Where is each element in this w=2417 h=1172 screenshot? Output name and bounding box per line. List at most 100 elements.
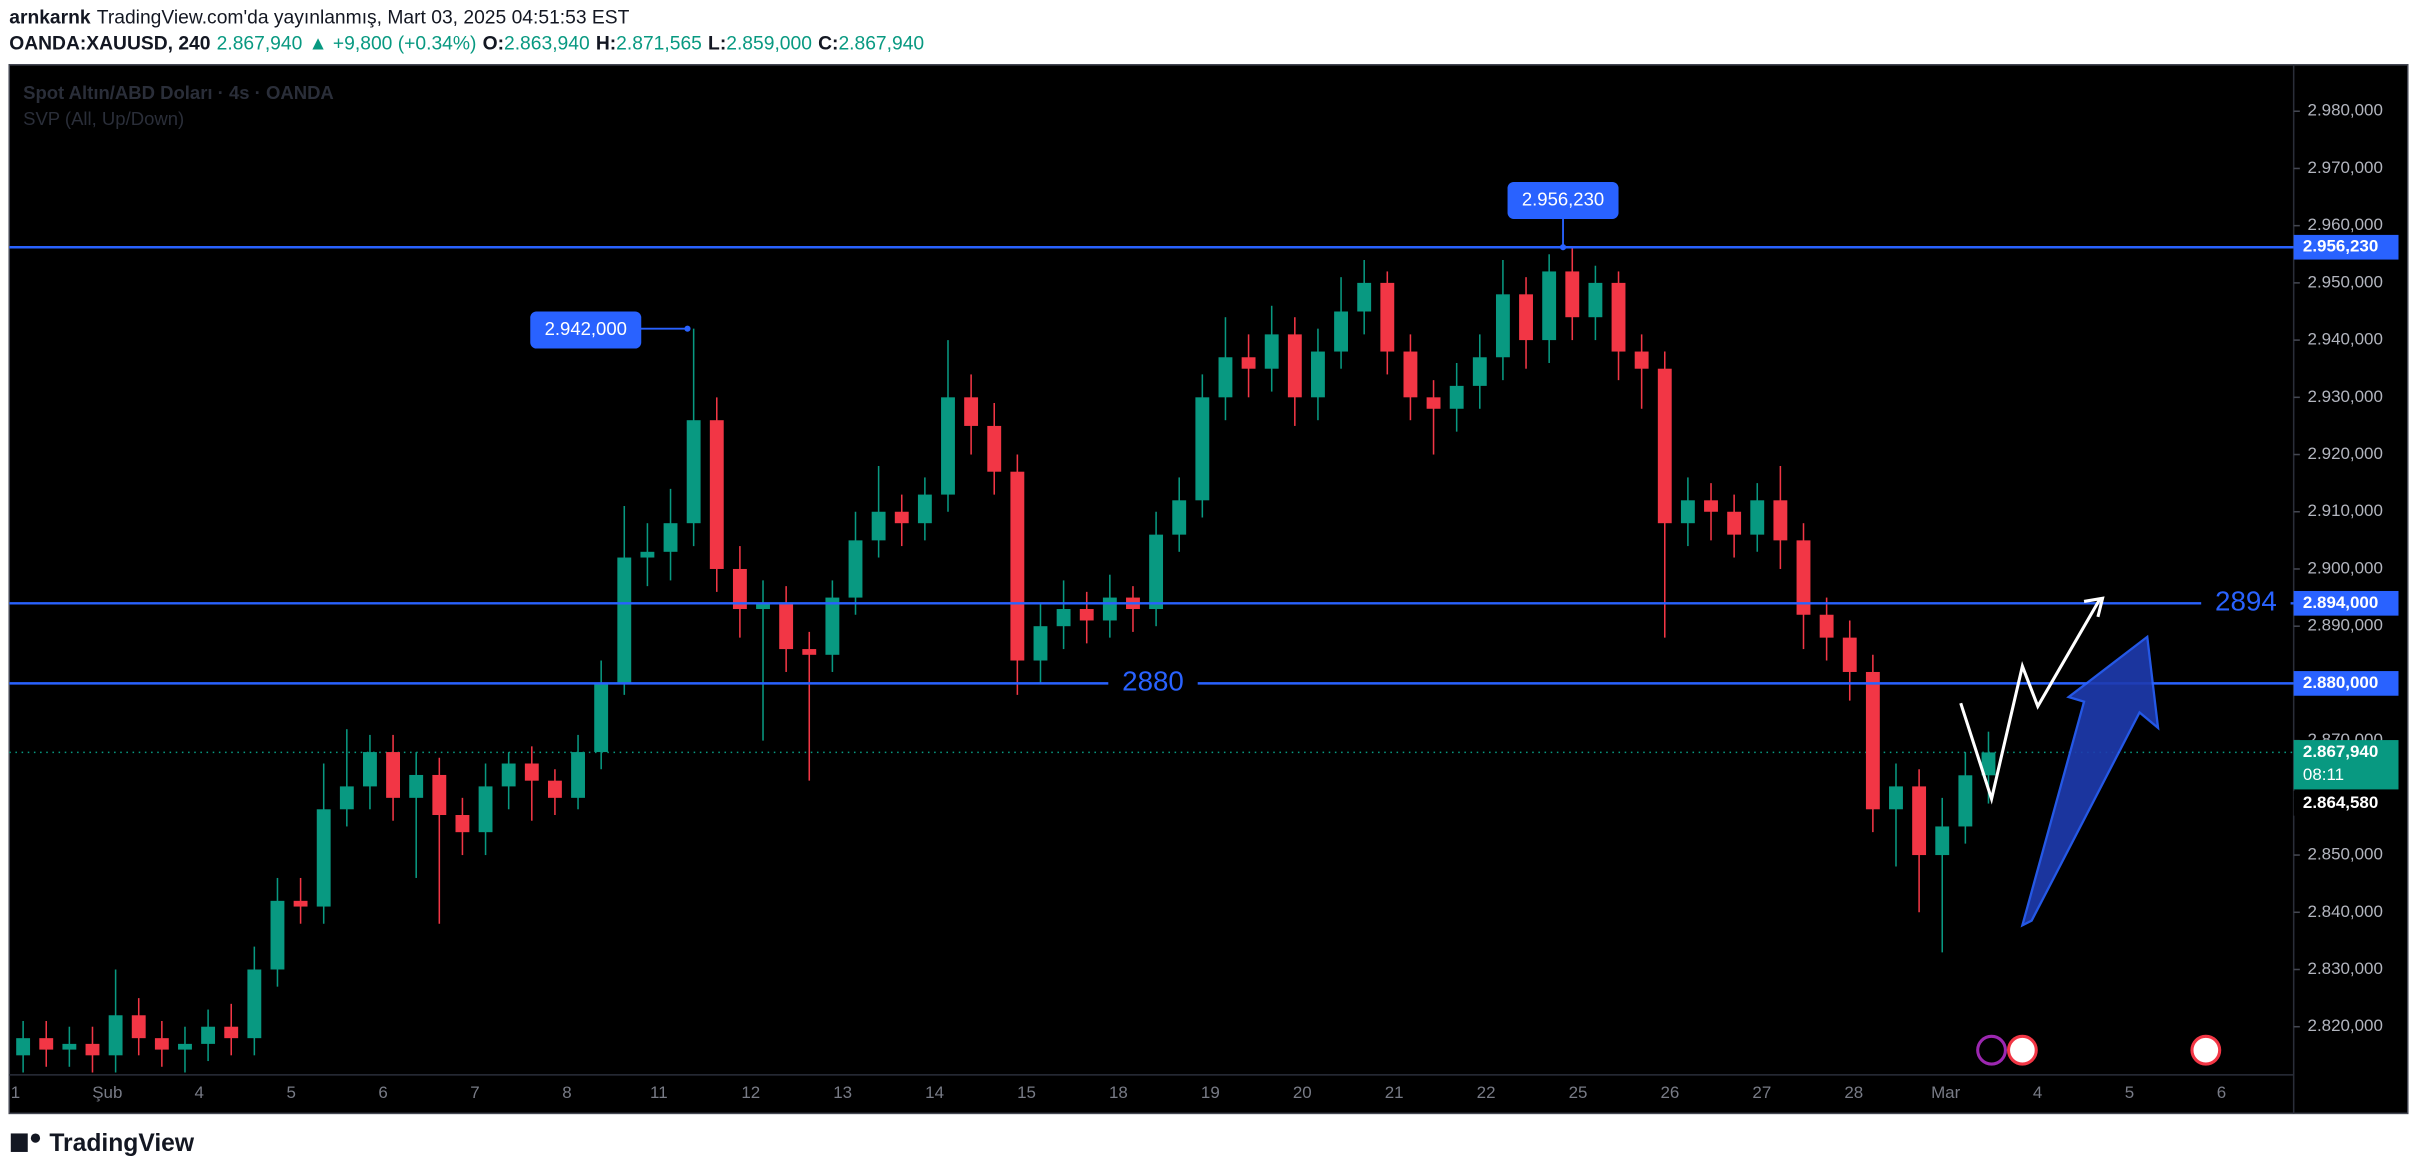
y-tick-label: 2.920,000 — [2308, 444, 2383, 463]
event-icon — [2190, 1034, 2222, 1066]
candle-body — [1380, 282, 1395, 352]
symbol: OANDA:XAUUSD, 240 — [9, 34, 210, 55]
author: arnkarnk — [9, 8, 91, 29]
current-price-box — [2293, 740, 2399, 790]
candle-body — [871, 511, 886, 541]
candle-body — [154, 1038, 169, 1050]
candle-body — [1264, 334, 1279, 369]
y-tick-label: 2.850,000 — [2308, 845, 2383, 864]
candle-body — [686, 420, 701, 524]
candle-body — [941, 397, 955, 495]
y-tick-label: 2.820,000 — [2308, 1016, 2383, 1035]
x-tick-label: Mar — [1931, 1083, 1961, 1102]
candle-body — [501, 763, 516, 787]
level-axis-box — [2293, 590, 2399, 616]
candle-body — [663, 523, 678, 552]
logo-mark — [30, 1133, 41, 1143]
candle-body — [293, 900, 308, 907]
level-axis-label: 2.956,230 — [2303, 237, 2378, 256]
l-value: 2.859,000 — [726, 34, 812, 55]
candle-body — [1149, 534, 1164, 610]
y-tick-label: 2.910,000 — [2308, 501, 2383, 520]
candle-body — [1241, 357, 1256, 369]
logo-mark — [10, 1133, 28, 1152]
event-icon — [1976, 1034, 2007, 1066]
candle-body — [1611, 282, 1626, 352]
y-tick-label: 2.830,000 — [2308, 959, 2383, 978]
level-text: 2894 — [2215, 586, 2277, 617]
candle-body — [1819, 614, 1834, 638]
current-price-label: 2.867,940 — [2303, 742, 2378, 761]
level-text: 2880 — [1122, 666, 1184, 697]
candle-body — [1311, 351, 1325, 398]
candle-body — [178, 1043, 192, 1050]
candle-body — [987, 425, 1002, 472]
plot: 2.820,000 2.830,000 2.840,000 2.850,000 2.86… — [9, 101, 2399, 1102]
candle-body — [1403, 351, 1418, 398]
candle-body — [1334, 311, 1349, 352]
candle-body — [62, 1043, 77, 1050]
x-tick-label: 28 — [1844, 1083, 1863, 1102]
candle-body — [779, 603, 794, 650]
drawings — [1959, 596, 2222, 1066]
candle-body — [1172, 500, 1187, 535]
candle-body — [1634, 351, 1649, 369]
x-tick-label: 19 — [1201, 1083, 1220, 1102]
x-tick-label: 25 — [1569, 1083, 1588, 1102]
projection-path — [1959, 599, 2101, 805]
candle-body — [85, 1043, 100, 1056]
candle-body — [1449, 385, 1464, 409]
y-tick-label: 2.970,000 — [2308, 158, 2383, 177]
x-tick-label: 1 — [11, 1083, 20, 1102]
candle-body — [1519, 294, 1533, 341]
chart-panel — [8, 63, 2409, 1115]
candle-body — [1495, 294, 1510, 358]
y-tick-label: 2.950,000 — [2308, 272, 2383, 291]
candle-body — [1195, 397, 1210, 501]
x-tick-label: 8 — [562, 1083, 571, 1102]
candle-body — [1357, 282, 1372, 312]
candle-body — [39, 1038, 54, 1050]
candle-body — [894, 511, 909, 524]
x-tick-label: 18 — [1109, 1083, 1128, 1102]
x-tick-label: 21 — [1385, 1083, 1404, 1102]
candle-body — [524, 763, 539, 781]
c-value: 2.867,940 — [838, 34, 924, 55]
event-icon — [2006, 1034, 2038, 1066]
big-arrow — [2020, 634, 2160, 928]
candle-body — [432, 774, 447, 816]
candle-body — [802, 649, 817, 655]
candle-body — [571, 752, 585, 798]
x-tick-label: 20 — [1293, 1083, 1312, 1102]
candle-body — [224, 1026, 239, 1039]
x-tick-label: 5 — [2125, 1083, 2134, 1102]
header-line: arnkarnk TradingView.com'da yayınlanmış, … — [9, 8, 629, 29]
candle-body — [756, 603, 770, 610]
y-tick-label: 2.930,000 — [2308, 387, 2383, 406]
candle-body — [386, 752, 401, 798]
published: TradingView.com'da yayınlanmış, Mart 03,… — [97, 8, 630, 29]
candle-body — [617, 557, 632, 684]
countdown: 08:11 — [2303, 765, 2344, 784]
annotation-label: 2.942,000 — [545, 318, 627, 339]
candle-body — [1565, 271, 1580, 318]
candle-body — [1102, 597, 1117, 621]
y-tick-label: 2.900,000 — [2308, 558, 2383, 577]
x-tick-label: 6 — [378, 1083, 387, 1102]
x-tick-label: 12 — [741, 1083, 760, 1102]
level-axis-label: 2.894,000 — [2303, 593, 2378, 612]
candle-body — [1680, 500, 1695, 524]
x-tick-label: 15 — [1017, 1083, 1036, 1102]
x-tick-label: 22 — [1477, 1083, 1496, 1102]
price: 2.867,940 — [217, 34, 303, 55]
candle-body — [1865, 671, 1880, 810]
x-tick-label: 13 — [833, 1083, 852, 1102]
x-tick-label: Şub — [92, 1083, 122, 1102]
candle-body — [1426, 397, 1441, 409]
level-axis-box — [2293, 234, 2399, 260]
c-label: C: — [818, 34, 838, 55]
candle-body — [1750, 500, 1765, 535]
candle-body — [1218, 357, 1233, 398]
projection-arrowhead — [2083, 596, 2105, 618]
